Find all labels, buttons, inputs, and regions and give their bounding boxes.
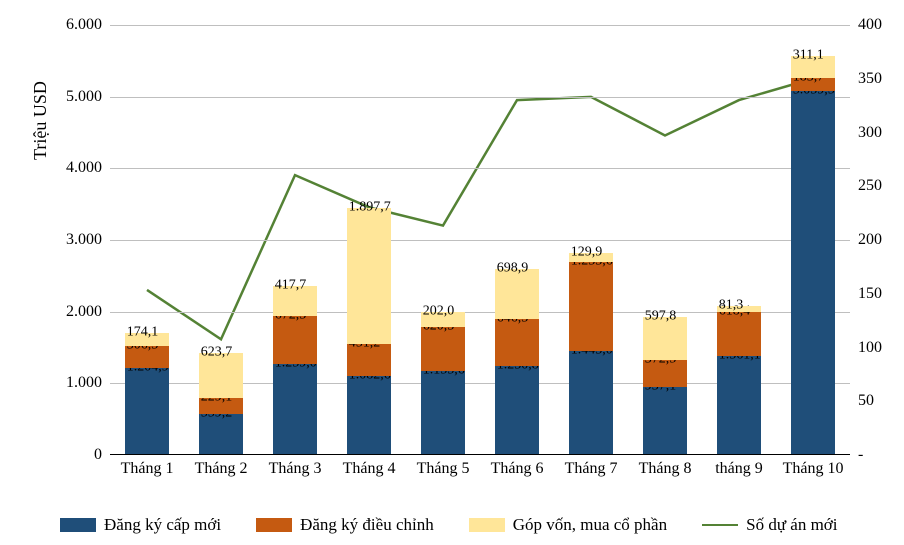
- bar-seg-series2: 1.233,6: [569, 262, 613, 350]
- bar-group: 559,2229,1623,7: [199, 353, 243, 454]
- bar-seg-series3: 311,1: [791, 56, 835, 78]
- legend-item-series2: Đăng ký điều chỉnh: [256, 515, 434, 535]
- bar-seg-series3: 174,1: [125, 333, 169, 345]
- legend-swatch-series3: [469, 518, 505, 532]
- bar-seg-series1: 1.259,0: [273, 364, 317, 454]
- y1-tick-label: 1.000: [66, 374, 102, 392]
- y2-tick-label: 300: [858, 124, 882, 142]
- plot-area: 01.0002.0003.0004.0005.0006.000-50100150…: [110, 25, 850, 455]
- bar-group: 1.259,0672,3417,7: [273, 286, 317, 454]
- bar-value-label: 129,9: [571, 244, 653, 261]
- x-tick-label: Tháng 4: [343, 460, 396, 478]
- legend-swatch-line: [702, 524, 738, 526]
- legend: Đăng ký cấp mới Đăng ký điều chỉnh Góp v…: [60, 515, 884, 535]
- bar-value-label: 311,1: [793, 47, 875, 64]
- bar-group: 937,1372,5597,8: [643, 317, 687, 454]
- bar-seg-series1: 1.155,6: [421, 371, 465, 454]
- y2-tick-label: 250: [858, 177, 882, 195]
- bar-group: 1.361,1618,481,3: [717, 306, 761, 454]
- bar-seg-series2: 451,2: [347, 344, 391, 376]
- bar-seg-series2: 672,3: [273, 316, 317, 364]
- legend-label-line: Số dự án mới: [746, 515, 837, 535]
- y2-tick-label: 50: [858, 392, 874, 410]
- bar-seg-series1: 1.443,0: [569, 351, 613, 454]
- gridline: [110, 97, 850, 98]
- legend-swatch-series2: [256, 518, 292, 532]
- bar-seg-series2: 306,3: [125, 346, 169, 368]
- y1-tick-label: 2.000: [66, 303, 102, 321]
- bar-seg-series2: 229,1: [199, 398, 243, 414]
- legend-item-series1: Đăng ký cấp mới: [60, 515, 221, 535]
- bar-seg-series1: 559,2: [199, 414, 243, 454]
- bar-value-label: 202,0: [423, 304, 505, 321]
- bar-group: 1.443,01.233,6129,9: [569, 253, 613, 454]
- bar-seg-series1: 1.230,8: [495, 366, 539, 454]
- y2-tick-label: 400: [858, 16, 882, 34]
- bar-value-label: 81,3: [719, 298, 801, 315]
- x-tick-label: Tháng 3: [269, 460, 322, 478]
- bar-seg-series3: 1.897,7: [347, 208, 391, 344]
- bar-seg-series3: 698,9: [495, 269, 539, 319]
- bar-seg-series3: 623,7: [199, 353, 243, 398]
- bar-seg-series2: 620,3: [421, 327, 465, 371]
- bar-seg-series2: 372,5: [643, 360, 687, 387]
- x-tick-label: Tháng 5: [417, 460, 470, 478]
- bar-value-label: 597,8: [645, 309, 727, 326]
- y1-tick-label: 4.000: [66, 159, 102, 177]
- bar-group: 1.204,9306,3174,1: [125, 333, 169, 454]
- line-path: [147, 79, 813, 340]
- bar-seg-series3: 202,0: [421, 312, 465, 326]
- bar-value-label: 623,7: [201, 344, 283, 361]
- x-tick-label: Tháng 1: [121, 460, 174, 478]
- y1-tick-label: 5.000: [66, 88, 102, 106]
- x-tick-label: Tháng 6: [491, 460, 544, 478]
- bar-seg-series1: 1.082,6: [347, 376, 391, 454]
- bar-group: 5.059,5183,7311,1: [791, 56, 835, 454]
- bar-seg-series1: 937,1: [643, 387, 687, 454]
- legend-label-series3: Góp vốn, mua cổ phần: [513, 515, 667, 535]
- bar-value-label: 698,9: [497, 261, 579, 278]
- x-tick-label: Tháng 8: [639, 460, 692, 478]
- legend-swatch-series1: [60, 518, 96, 532]
- x-tick-label: Tháng 2: [195, 460, 248, 478]
- x-tick-label: tháng 9: [715, 460, 763, 478]
- bar-group: 1.082,6451,21.897,7: [347, 208, 391, 454]
- bar-seg-series1: 5.059,5: [791, 91, 835, 454]
- bar-seg-series2: 646,3: [495, 319, 539, 365]
- y1-axis-label: Triệu USD: [30, 81, 51, 160]
- gridline: [110, 240, 850, 241]
- bar-seg-series3: 129,9: [569, 253, 613, 262]
- y2-tick-label: 150: [858, 285, 882, 303]
- bar-seg-series3: 81,3: [717, 306, 761, 312]
- bar-value-label: 174,1: [127, 325, 209, 342]
- bar-seg-series2: 618,4: [717, 312, 761, 356]
- x-tick-label: Tháng 10: [783, 460, 844, 478]
- gridline: [110, 168, 850, 169]
- y2-tick-label: 200: [858, 231, 882, 249]
- bar-group: 1.155,6620,3202,0: [421, 312, 465, 454]
- bar-group: 1.230,8646,3698,9: [495, 269, 539, 454]
- gridline: [110, 25, 850, 26]
- bar-value-label: 417,7: [275, 277, 357, 294]
- bar-seg-series1: 1.361,1: [717, 356, 761, 454]
- x-tick-label: Tháng 7: [565, 460, 618, 478]
- y1-tick-label: 6.000: [66, 16, 102, 34]
- chart-container: Triệu USD 01.0002.0003.0004.0005.0006.00…: [0, 0, 904, 545]
- bar-seg-series2: 183,7: [791, 78, 835, 91]
- bar-seg-series3: 417,7: [273, 286, 317, 316]
- legend-item-line: Số dự án mới: [702, 515, 837, 535]
- legend-label-series2: Đăng ký điều chỉnh: [300, 515, 434, 535]
- legend-label-series1: Đăng ký cấp mới: [104, 515, 221, 535]
- y1-tick-label: 3.000: [66, 231, 102, 249]
- bar-value-label: 1.897,7: [349, 200, 431, 217]
- legend-item-series3: Góp vốn, mua cổ phần: [469, 515, 667, 535]
- y2-tick-label: -: [858, 446, 863, 464]
- y1-tick-label: 0: [94, 446, 102, 464]
- bar-seg-series3: 597,8: [643, 317, 687, 360]
- bar-seg-series1: 1.204,9: [125, 368, 169, 454]
- y2-tick-label: 100: [858, 339, 882, 357]
